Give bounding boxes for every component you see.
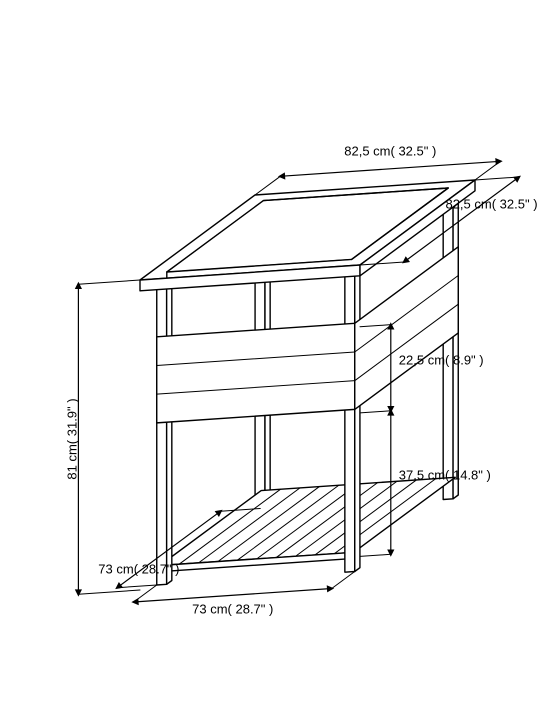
dim-total-height: 81 cm( 31.9" ) (65, 399, 80, 480)
dim-top-width: 82,5 cm( 32.5" ) (344, 143, 436, 158)
dim-panel-height: 22,5 cm( 8.9" ) (399, 352, 484, 367)
dim-top-depth: 82,5 cm( 32.5" ) (445, 196, 537, 211)
dim-bottom-depth: 73 cm( 28.7" ) (98, 562, 179, 577)
dim-bottom-width: 73 cm( 28.7" ) (192, 602, 273, 617)
dim-shelf-height: 37,5 cm( 14.8" ) (399, 467, 491, 482)
